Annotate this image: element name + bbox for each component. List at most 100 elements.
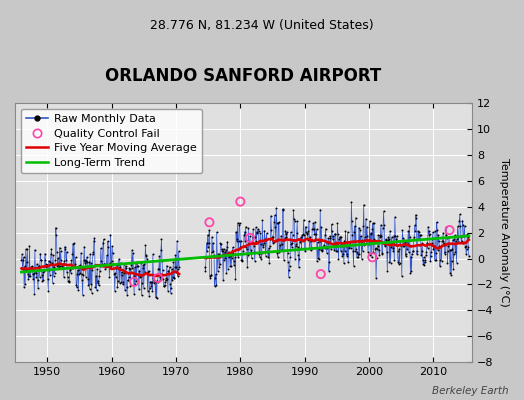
Point (461, 244, 470, 250)
Point (424, 232, 433, 238)
Point (416, 232, 424, 238)
Point (19, 254, 28, 260)
Point (23, 246, 31, 252)
Point (40, 268, 48, 274)
Point (301, 246, 310, 252)
Point (93, 266, 101, 272)
Point (383, 249, 391, 255)
Point (135, 286, 143, 292)
Point (324, 240, 332, 246)
Point (369, 220, 377, 227)
Point (444, 248, 452, 255)
Point (403, 246, 411, 252)
Point (345, 241, 354, 248)
Point (282, 234, 291, 240)
Point (160, 282, 169, 288)
Point (375, 251, 384, 258)
Point (246, 235, 254, 241)
Point (73, 271, 81, 277)
Point (457, 238, 465, 245)
Point (315, 238, 324, 244)
Point (96, 245, 105, 251)
Point (306, 234, 314, 240)
Point (387, 234, 396, 240)
Point (465, 253, 473, 260)
Point (172, 264, 181, 270)
Point (55, 264, 63, 270)
Point (312, 226, 321, 232)
Point (92, 273, 100, 280)
Point (322, 250, 331, 256)
Point (430, 257, 439, 263)
Point (64, 279, 73, 285)
Text: 28.776 N, 81.234 W (United States): 28.776 N, 81.234 W (United States) (150, 19, 374, 32)
Point (375, 247, 383, 254)
Point (267, 227, 276, 233)
Point (259, 244, 267, 250)
Point (438, 238, 446, 245)
Point (116, 264, 124, 270)
Point (62, 257, 70, 264)
Point (288, 240, 297, 246)
Point (220, 245, 228, 252)
Point (23, 258, 31, 265)
Point (243, 246, 251, 252)
Point (316, 271, 325, 277)
Point (363, 224, 371, 230)
Point (357, 256, 366, 262)
Point (100, 261, 108, 267)
Point (133, 259, 141, 265)
Point (67, 257, 75, 264)
Point (259, 242, 268, 248)
Point (440, 240, 449, 246)
Point (279, 207, 288, 214)
Point (152, 279, 160, 286)
Point (148, 279, 156, 285)
Point (371, 246, 379, 252)
Point (253, 230, 261, 236)
Point (347, 244, 355, 251)
Point (136, 274, 144, 280)
Point (426, 258, 434, 264)
Point (58, 263, 66, 269)
Point (464, 234, 472, 240)
Point (433, 227, 441, 233)
Point (261, 252, 270, 259)
Point (368, 226, 376, 232)
Point (309, 225, 317, 232)
Point (47, 251, 55, 258)
Point (314, 255, 322, 262)
Point (145, 292, 154, 299)
Point (208, 234, 216, 240)
Point (239, 248, 247, 254)
Point (303, 230, 311, 236)
Point (412, 251, 421, 257)
Point (70, 240, 78, 246)
Point (361, 234, 369, 240)
Point (331, 231, 339, 237)
Point (211, 274, 220, 281)
Point (420, 254, 428, 260)
Point (368, 254, 376, 260)
Point (397, 242, 406, 248)
Point (266, 243, 274, 249)
Point (205, 219, 214, 226)
Point (84, 276, 92, 283)
Point (350, 263, 358, 269)
Point (54, 262, 63, 269)
Point (242, 244, 250, 250)
Point (29, 270, 38, 276)
Point (251, 233, 259, 240)
Point (94, 282, 103, 289)
Point (151, 294, 160, 300)
Point (422, 248, 431, 255)
Point (360, 242, 368, 248)
Point (69, 240, 77, 247)
Point (37, 256, 45, 263)
Point (279, 206, 287, 212)
Point (314, 246, 323, 252)
Point (168, 266, 176, 272)
Point (238, 258, 247, 264)
Point (36, 274, 44, 280)
Point (293, 244, 302, 250)
